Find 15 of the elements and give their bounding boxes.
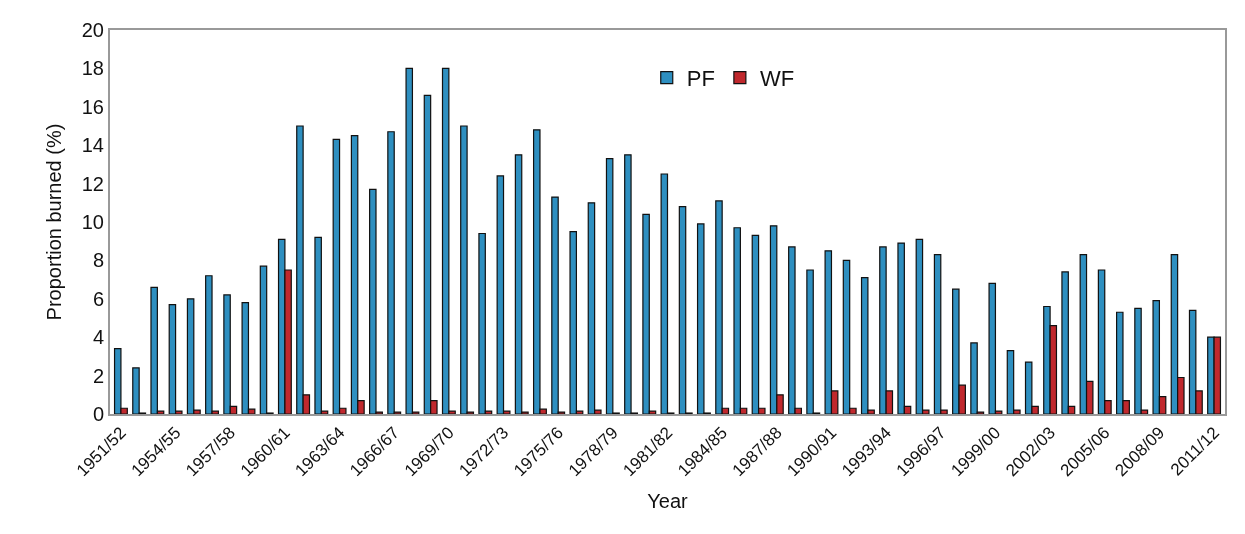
y-tick-label: 6	[92, 287, 104, 310]
y-tick-label: 10	[81, 211, 104, 233]
y-tick-label: 2	[92, 364, 104, 387]
legend-label: WF	[759, 66, 795, 92]
y-tick-label: 0	[92, 403, 104, 425]
y-tick-label: 4	[92, 326, 104, 349]
y-tick-label: 18	[81, 57, 104, 80]
y-tick-label: 20	[81, 19, 104, 41]
y-tick-label: 12	[81, 172, 104, 195]
legend-label: PF	[686, 66, 715, 92]
y-tick-label: 14	[81, 134, 104, 157]
y-tick-label: 16	[81, 95, 104, 118]
y-axis-title: Proportion burned (%)	[42, 123, 65, 321]
x-axis-title: Year	[647, 490, 689, 513]
y-tick-label: 8	[92, 249, 104, 272]
